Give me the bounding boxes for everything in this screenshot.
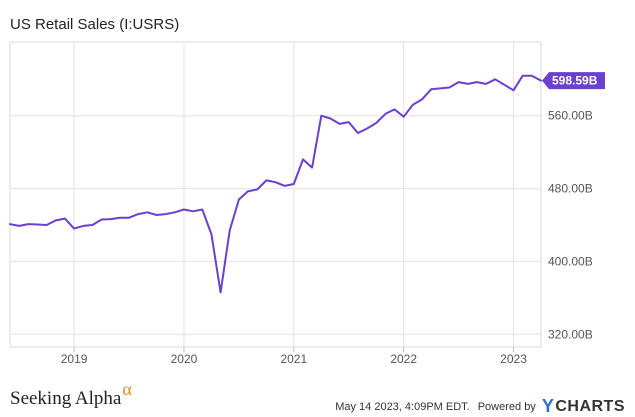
timestamp: May 14 2023, 4:09PM EDT. (335, 400, 470, 413)
x-tick-label: 2019 (61, 352, 88, 366)
series-layer (9, 74, 542, 294)
powered-by-label: Powered by (477, 400, 536, 413)
y-tick-label: 320.00B (548, 327, 593, 341)
x-tick-label: 2022 (390, 352, 417, 366)
y-tick-label: 400.00B (548, 254, 593, 268)
ycharts-y-icon: Y (541, 396, 555, 416)
y-axis-ticks: 320.00B 400.00B 480.00B 560.00B (548, 109, 593, 342)
last-value-tag (542, 72, 605, 90)
last-value-label: 598.59B (552, 74, 598, 88)
seeking-alpha-logo[interactable]: Seeking Alphaα (10, 379, 132, 410)
alpha-icon: α (122, 379, 132, 399)
ycharts-logo[interactable]: Y CHARTS (542, 396, 625, 417)
series-line (9, 74, 542, 294)
chart-title: US Retail Sales (I:USRS) (10, 16, 180, 33)
ycharts-wordmark: CHARTS (555, 397, 625, 415)
chart-gridlines (9, 41, 542, 348)
y-tick-label: 560.00B (548, 109, 593, 123)
last-value-callout: 598.59B (542, 72, 605, 90)
y-tick-label: 480.00B (548, 182, 593, 196)
x-axis-ticks: 2019 2020 2021 2022 2023 (61, 347, 527, 366)
chart-footer: May 14 2023, 4:09PM EDT. Powered by Y CHA… (335, 396, 625, 417)
x-tick-label: 2021 (280, 352, 307, 366)
plot-border (9, 41, 542, 348)
brand-name: Seeking Alpha (10, 388, 122, 409)
x-tick-label: 2020 (171, 352, 198, 366)
x-tick-label: 2023 (500, 352, 527, 366)
